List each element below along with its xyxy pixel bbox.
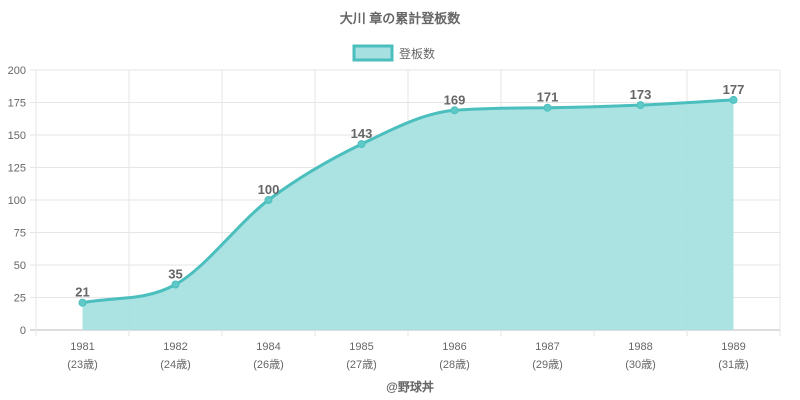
chart-title: 大川 章の累計登板数 [340,11,462,26]
x-axis-title: @野球丼 [386,379,434,394]
x-tick-label: 1989 [721,341,745,353]
data-point[interactable] [264,196,273,204]
y-tick-label: 75 [14,228,26,240]
data-labels: 21 35 100 143 169 171 173 177 [75,82,744,300]
data-point[interactable] [543,103,552,112]
data-point[interactable] [171,280,180,289]
x-tick-sublabel: (27歳) [346,358,377,371]
y-tick-label: 50 [14,260,26,272]
area-fill [82,99,734,331]
data-points [78,95,738,307]
x-tick-label: 1984 [256,341,280,353]
y-tick-label: 25 [14,293,26,305]
x-tick-label: 1987 [535,341,559,353]
series-line [82,98,734,305]
data-point[interactable] [450,106,459,115]
x-axis: 1981 (23歳) 1982 (24歳) 1984 (26歳) 1985 (27歳) 1986… [67,341,749,371]
area-layer [82,98,734,331]
y-tick-label: 200 [8,65,26,77]
data-label: 169 [444,92,466,107]
legend-label: 登板数 [399,46,435,61]
x-tick-sublabel: (24歳) [160,358,191,371]
y-tick-label: 125 [8,163,26,175]
legend[interactable]: 登板数 [352,44,435,62]
legend-swatch [352,44,394,62]
x-tick-label: 1982 [163,341,187,353]
data-point[interactable] [357,140,366,149]
data-label: 177 [723,82,745,97]
data-label: 173 [630,87,652,102]
data-label: 171 [537,90,559,105]
x-tick-sublabel: (26歳) [253,358,284,371]
y-tick-label: 150 [8,130,26,142]
y-axis: 0 25 50 75 100 125 150 175 200 [8,65,26,337]
x-tick-sublabel: (28歳) [439,358,470,371]
x-tick-label: 1986 [442,341,466,353]
x-tick-label: 1988 [628,341,652,353]
y-tick-label: 100 [8,195,26,207]
x-tick-sublabel: (29歳) [532,358,563,371]
data-label: 100 [258,182,280,197]
data-point[interactable] [729,95,738,104]
x-tick-sublabel: (30歳) [625,358,656,371]
data-point[interactable] [78,298,87,307]
x-tick-label: 1981 [70,341,94,353]
data-point[interactable] [636,101,645,110]
data-label: 35 [168,267,182,282]
y-tick-label: 0 [20,325,26,337]
y-tick-label: 175 [8,98,26,110]
data-label: 21 [75,285,89,300]
x-tick-sublabel: (31歳) [718,358,749,371]
x-tick-label: 1985 [349,341,373,353]
data-label: 143 [351,126,373,141]
x-tick-sublabel: (23歳) [67,358,98,371]
